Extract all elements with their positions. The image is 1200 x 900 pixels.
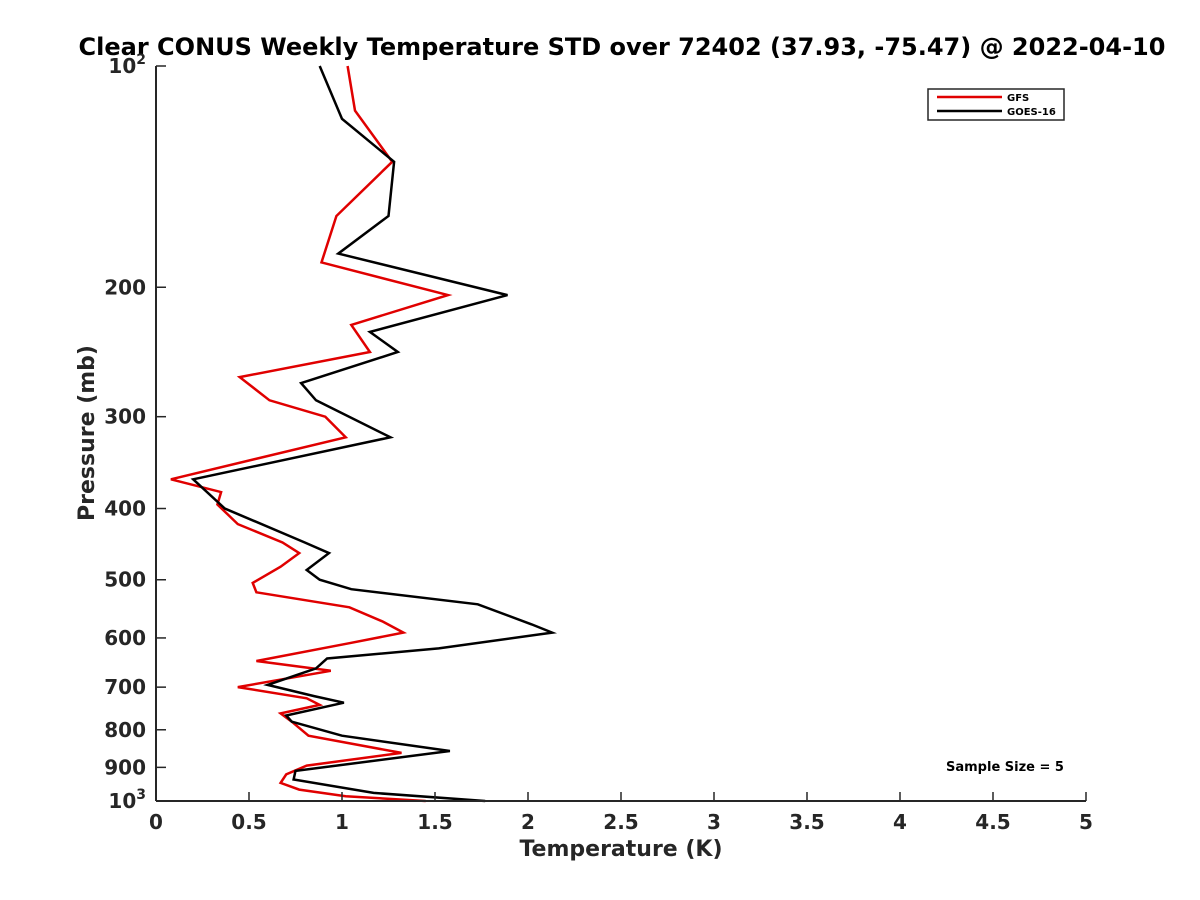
y-tick-label: 900 (104, 755, 146, 779)
x-tick-label: 5 (1079, 810, 1093, 834)
y-axis-ticks: 102 200 300 400 500 600 700 800 900 103 (104, 52, 166, 813)
y-tick-label: 200 (104, 275, 146, 299)
x-axis-label: Temperature (K) (519, 837, 722, 862)
legend-label-gfs: GFS (1007, 93, 1029, 104)
x-tick-label: 1.5 (417, 810, 452, 834)
x-tick-label: 3.5 (789, 810, 824, 834)
y-tick-label: 700 (104, 675, 146, 699)
y-tick-label: 800 (104, 718, 146, 742)
legend: GFS GOES-16 (927, 88, 1065, 121)
x-tick-label: 4 (893, 810, 907, 834)
y-tick-label: 103 (108, 787, 146, 813)
legend-label-goes16: GOES-16 (1007, 107, 1056, 118)
x-tick-label: 2 (521, 810, 535, 834)
y-axis-label: Pressure (mb) (75, 345, 100, 521)
x-tick-label: 3 (707, 810, 721, 834)
y-tick-label: 102 (108, 52, 146, 78)
x-tick-label: 4.5 (975, 810, 1010, 834)
series-lines (170, 65, 558, 803)
x-tick-label: 1 (335, 810, 349, 834)
y-tick-label: 600 (104, 626, 146, 650)
x-tick-label: 0.5 (231, 810, 266, 834)
sample-size-annotation: Sample Size = 5 (946, 760, 1064, 775)
chart-title: Clear CONUS Weekly Temperature STD over … (79, 33, 1166, 61)
x-tick-label: 0 (149, 810, 163, 834)
x-tick-label: 2.5 (603, 810, 638, 834)
y-tick-label: 400 (104, 497, 146, 521)
series-line-gfs (170, 65, 453, 803)
x-axis-ticks: 0 0.5 1 1.5 2 2.5 3 3.5 4 4.5 5 (149, 792, 1093, 834)
y-tick-label: 500 (104, 568, 146, 592)
y-tick-label: 300 (104, 405, 146, 429)
series-line-goes16 (190, 65, 558, 803)
legend-box (927, 88, 1065, 121)
